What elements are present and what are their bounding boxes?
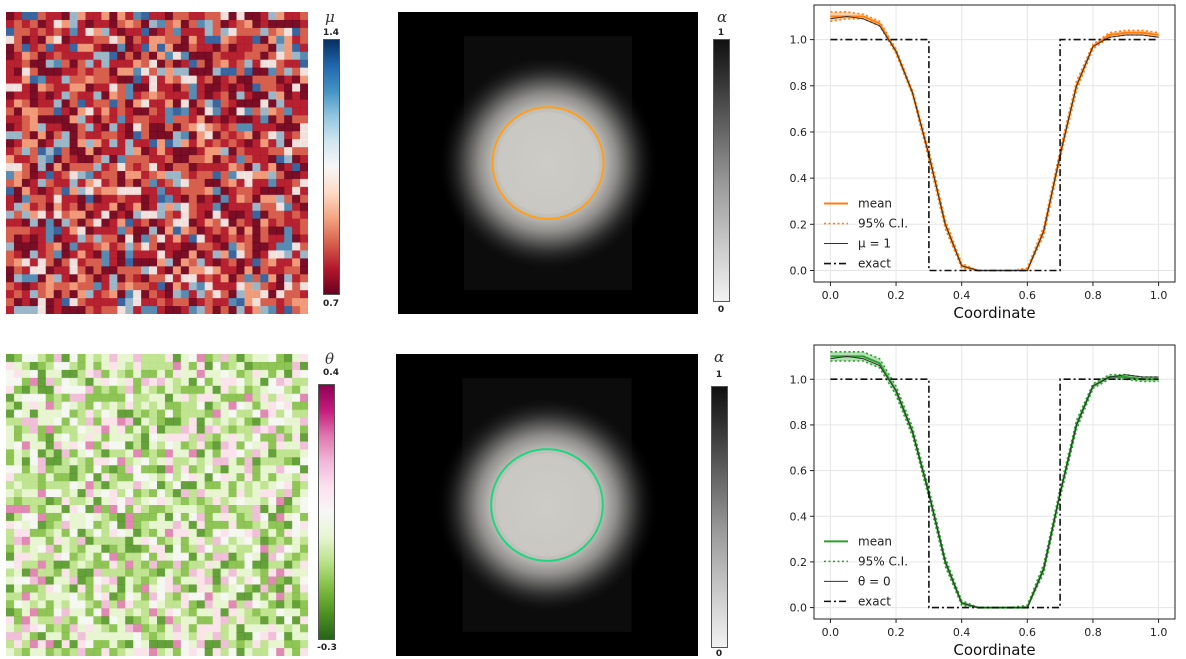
mean-line	[830, 15, 1159, 272]
y-tick-label: 0.4	[790, 172, 808, 185]
x-tick-label: 1.0	[1150, 626, 1168, 639]
alpha-colorbar	[713, 39, 730, 302]
exact-line	[830, 38, 1159, 272]
alpha-colorbar-2	[711, 386, 728, 648]
alpha-core	[495, 453, 599, 557]
y-tick-label: 0.6	[790, 126, 808, 139]
x-tick-label: 0.4	[953, 626, 971, 639]
alpha-colorbar-min-tick: 0	[717, 305, 725, 315]
x-tick-label: 0.4	[953, 289, 971, 302]
ci-band	[830, 11, 1159, 271]
x-tick-label: 0.6	[1019, 626, 1036, 639]
alpha-colorbar-label: α	[717, 8, 728, 26]
x-axis-label: Coordinate	[953, 641, 1035, 659]
legend-label: μ = 1	[858, 237, 891, 251]
legend-label: θ = 0	[858, 574, 891, 588]
x-tick-label: 0.2	[887, 626, 905, 639]
mu-colorbar-max-tick: 1.4	[323, 28, 339, 38]
legend: mean 95% C.I. μ = 1 exact	[824, 197, 908, 271]
ci-upper-line	[830, 351, 1159, 609]
legend-label: 95% C.I.	[858, 554, 908, 568]
theta-colorbar-max-tick: 0.4	[323, 368, 339, 378]
y-tick-label: 0.8	[790, 80, 808, 93]
reference-line	[830, 15, 1159, 271]
mean-line	[830, 355, 1159, 609]
y-tick-label: 1.0	[790, 34, 808, 47]
x-tick-label: 0.2	[887, 289, 905, 302]
theta-colorbar-min-tick: -0.3	[317, 643, 337, 653]
y-tick-label: 0.4	[790, 510, 808, 523]
reference-line	[830, 355, 1159, 609]
alpha-field-image-2	[396, 354, 698, 656]
ci-lower-line	[830, 17, 1159, 272]
legend-label: 95% C.I.	[858, 217, 908, 231]
legend: mean 95% C.I. θ = 0 exact	[824, 534, 908, 608]
theta-field-image	[6, 354, 308, 656]
plot-frame	[813, 344, 1176, 620]
mu-colorbar	[323, 39, 340, 295]
alpha-contour	[490, 448, 604, 562]
y-tick-label: 0.6	[790, 465, 808, 478]
legend-label: exact	[858, 257, 891, 271]
y-tick-label: 0.8	[790, 419, 808, 432]
field-texture	[6, 354, 308, 656]
alpha-field-image	[398, 12, 698, 314]
profile-chart-2: 0.0 0.2 0.4 0.6 0.8 1.0 0.0 0.2 0.4 0.6 0.8 1.0 Coor…	[790, 344, 1176, 659]
field-texture	[6, 12, 308, 314]
mu-field-image	[6, 12, 308, 314]
y-tick-label: 0.2	[790, 218, 808, 231]
x-tick-label: 0.8	[1084, 289, 1102, 302]
profile-chart: 0.0 0.2 0.4 0.6 0.8 1.0 0.0 0.2 0.4 0.6 0.8 1.0 Coor…	[790, 4, 1176, 322]
ci-lower-line	[830, 360, 1159, 609]
legend-label: mean	[858, 534, 892, 548]
y-tick-label: 1.0	[790, 373, 808, 386]
x-tick-label: 0.0	[822, 626, 840, 639]
legend-label: exact	[858, 594, 891, 608]
x-tick-label: 0.8	[1084, 626, 1102, 639]
ci-band	[830, 351, 1159, 608]
ci-upper-line	[830, 11, 1159, 272]
alpha-core	[497, 112, 599, 214]
exact-line	[830, 378, 1159, 609]
y-tick-label: 0.0	[790, 264, 808, 277]
alpha-contour	[491, 106, 605, 220]
alpha-colorbar-max-tick-2: 1	[715, 370, 723, 380]
row-2: θ 0.4 -0.3 α 1 0 0.0 0.2 0.4 0.6 0.8 1.0 0.0 0.…	[0, 330, 1186, 659]
row-1: μ 1.4 0.7 α 1 0 0.0 0.2 0.4 0.6 0.8 1.0 0.0 0.2…	[6, 4, 1176, 322]
x-tick-label: 0.6	[1019, 289, 1036, 302]
theta-colorbar-label: θ	[325, 350, 335, 368]
legend-label: mean	[858, 197, 892, 211]
alpha-colorbar-min-tick-2: 0	[715, 649, 723, 659]
x-tick-label: 1.0	[1150, 289, 1168, 302]
y-tick-label: 0.2	[790, 556, 808, 569]
alpha-colorbar-label-2: α	[714, 348, 725, 366]
mu-colorbar-label: μ	[325, 8, 335, 26]
plot-frame	[813, 4, 1176, 283]
y-tick-label: 0.0	[790, 602, 808, 615]
theta-colorbar	[318, 384, 335, 640]
mu-colorbar-min-tick: 0.7	[323, 299, 339, 309]
x-axis-label: Coordinate	[953, 304, 1035, 322]
alpha-colorbar-max-tick: 1	[717, 28, 725, 38]
x-tick-label: 0.0	[822, 289, 840, 302]
